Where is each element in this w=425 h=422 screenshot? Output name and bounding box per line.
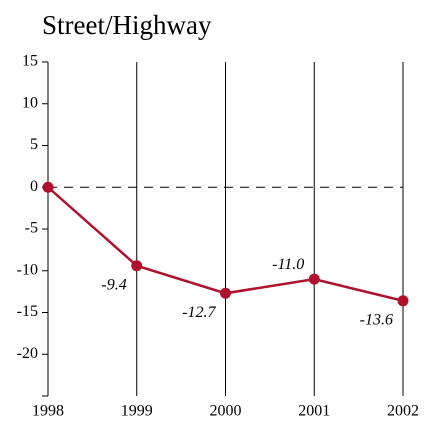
data-label: -13.6 xyxy=(360,311,393,328)
y-tick-label: -5 xyxy=(25,220,38,237)
data-label: -11.0 xyxy=(272,256,304,273)
data-point xyxy=(308,273,320,285)
data-label: -9.4 xyxy=(101,276,126,293)
y-tick-label: 10 xyxy=(22,94,38,111)
x-tick-label: 2002 xyxy=(387,403,419,420)
y-tick-label: -20 xyxy=(17,345,38,362)
data-point xyxy=(131,260,143,272)
data-point xyxy=(42,181,54,193)
x-tick-label: 1998 xyxy=(32,403,64,420)
data-label: -12.7 xyxy=(182,304,216,321)
y-tick-label: 5 xyxy=(30,136,38,153)
y-tick-label: -10 xyxy=(17,261,38,278)
x-tick-label: 2000 xyxy=(210,403,242,420)
chart-title: Street/Highway xyxy=(42,10,212,40)
data-point xyxy=(220,287,231,299)
y-tick-label: 0 xyxy=(30,178,38,195)
x-tick-label: 2001 xyxy=(298,403,330,420)
data-point xyxy=(397,295,409,307)
x-tick-label: 1999 xyxy=(121,403,153,420)
y-tick-label: -15 xyxy=(17,303,38,320)
y-tick-label: 15 xyxy=(22,53,38,70)
